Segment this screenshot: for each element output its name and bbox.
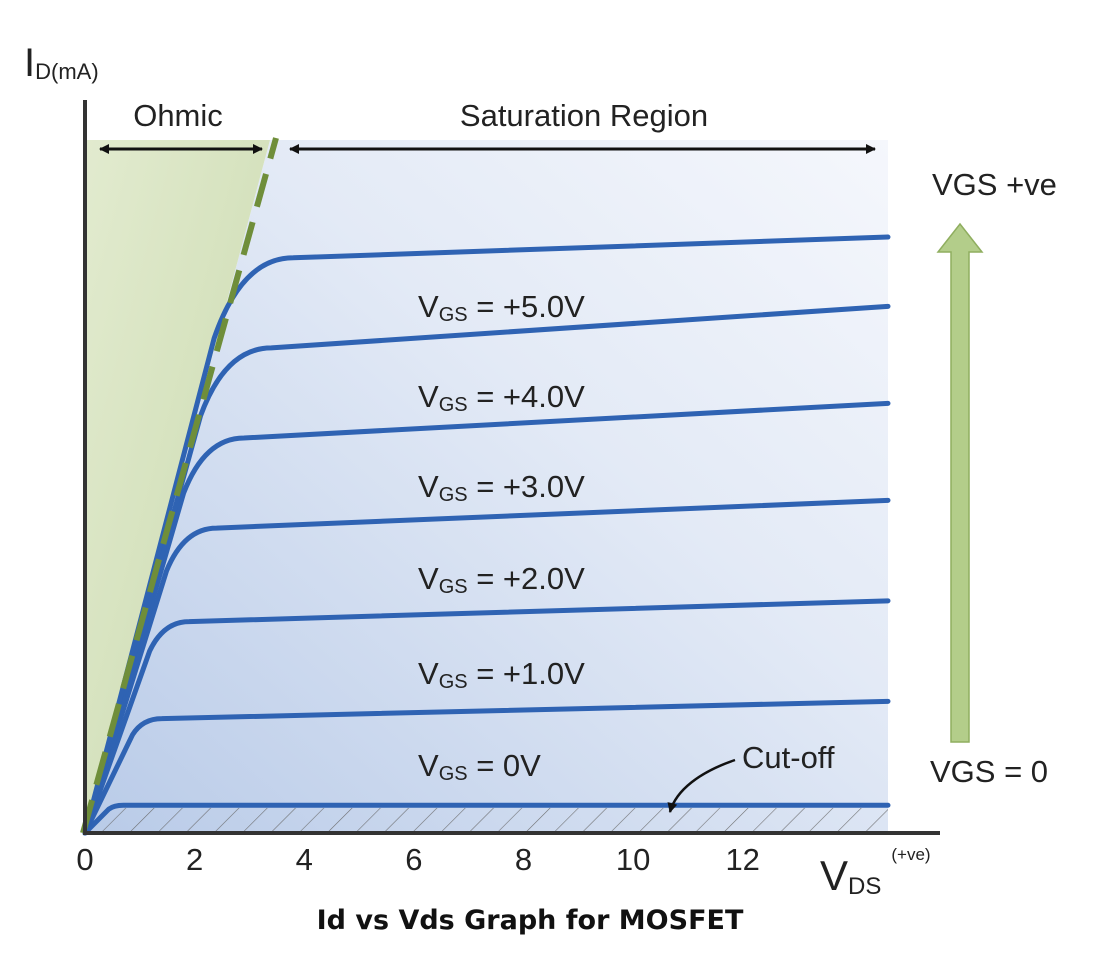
vgs-positive-label: VGS +ve (932, 167, 1057, 202)
curve-labels: VGS = 0V VGS = +1.0V VGS = +2.0V VGS = +3.0… (418, 289, 585, 785)
curve-6 (82, 234, 891, 836)
x-tick-label-5: 10 (616, 842, 650, 877)
curve-label-1: VGS = +1.0V (418, 656, 585, 693)
curve-1 (82, 698, 891, 836)
cutoff-hatch (85, 808, 888, 833)
curve-2 (82, 598, 891, 836)
x-tick-label-4: 8 (515, 842, 532, 877)
x-tick-label-0: 0 (76, 842, 93, 877)
curve-5 (82, 303, 891, 836)
saturation-label: Saturation Region (460, 98, 708, 133)
x-tick-label-3: 6 (405, 842, 422, 877)
y-axis-label: ID(mA) (24, 41, 99, 85)
cutoff-arrow (667, 758, 736, 813)
x-tick-label-1: 2 (186, 842, 203, 877)
curve-label-4: VGS = +4.0V (418, 379, 585, 416)
saturation-region-fill (85, 140, 888, 833)
x-axis-label: VDS(+ve) (820, 845, 931, 900)
curve-label-2: VGS = +2.0V (418, 561, 585, 598)
curve-0 (82, 802, 891, 836)
curve-3 (82, 497, 891, 836)
vgs-zero-label: VGS = 0 (930, 754, 1048, 789)
cutoff-label: Cut-off (742, 740, 835, 775)
x-tick-labels: 0 2 4 6 8 10 12 (76, 842, 760, 877)
vgs-increase-arrow (936, 222, 984, 743)
ohmic-label: Ohmic (133, 98, 223, 133)
figure-caption: Id vs Vds Graph for MOSFET (316, 905, 744, 936)
x-tick-label-6: 12 (725, 842, 759, 877)
pinch-off-line (80, 137, 279, 834)
curve-label-5: VGS = +5.0V (418, 289, 585, 326)
curve-4 (82, 400, 891, 836)
curve-label-0: VGS = 0V (418, 748, 541, 785)
curves (82, 234, 891, 836)
chart-svg: Ohmic Saturation Region VGS = 0V VGS = +1… (24, 41, 1057, 900)
x-tick-label-2: 4 (296, 842, 313, 877)
curve-label-3: VGS = +3.0V (418, 469, 585, 506)
